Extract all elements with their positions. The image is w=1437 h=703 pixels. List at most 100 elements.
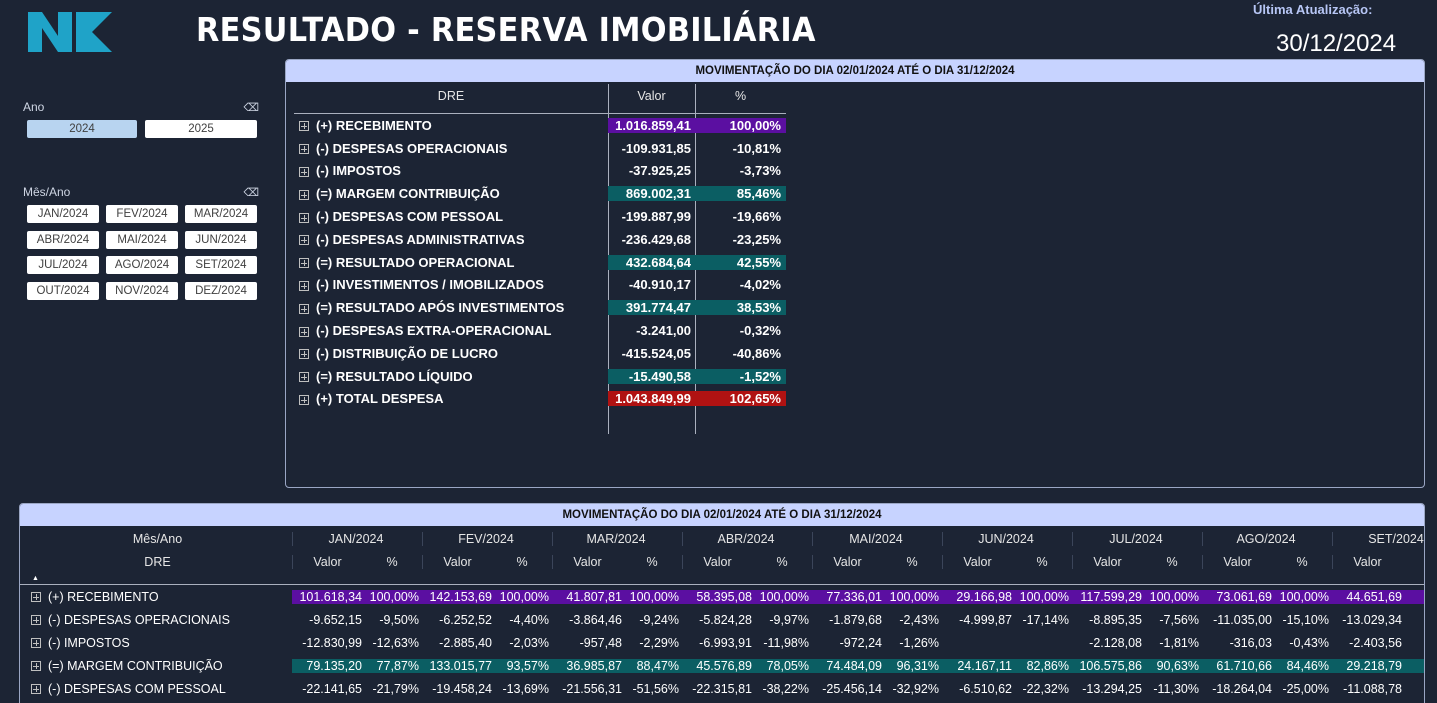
expand-icon[interactable] <box>299 121 309 132</box>
row-label[interactable]: (+) RECEBIMENTO <box>294 118 608 133</box>
header-pct[interactable]: % <box>1166 554 1178 569</box>
row-label[interactable]: (-) DESPESAS ADMINISTRATIVAS <box>294 232 608 247</box>
header-valor[interactable]: Valor <box>552 554 625 569</box>
header-month[interactable]: JUN/2024 <box>942 531 1072 546</box>
header-month[interactable]: MAI/2024 <box>812 531 942 546</box>
expand-icon[interactable] <box>299 258 309 269</box>
row-label[interactable]: (+) TOTAL DESPESA <box>294 391 608 406</box>
table-row: (=) RESULTADO OPERACIONAL 432.684,64 42,55… <box>294 251 786 274</box>
row-pct: -19,66% <box>732 209 781 225</box>
expand-icon[interactable] <box>31 661 41 672</box>
month-option-dez-2024[interactable]: DEZ/2024 <box>185 281 257 300</box>
header-mes-ano[interactable]: Mês/Ano <box>132 531 183 546</box>
expand-icon[interactable] <box>299 281 309 292</box>
row-label[interactable]: (=) RESULTADO LÍQUIDO <box>294 369 608 384</box>
header-valor[interactable]: Valor <box>1072 554 1145 569</box>
month-option-out-2024[interactable]: OUT/2024 <box>27 281 99 300</box>
expand-icon[interactable] <box>299 395 309 406</box>
expand-icon[interactable] <box>299 189 309 200</box>
header-pct[interactable]: % <box>516 554 528 569</box>
month-option-fev-2024[interactable]: FEV/2024 <box>106 205 178 223</box>
cell-valor: 106.575,86 <box>1072 658 1145 673</box>
year-option-2024[interactable]: 2024 <box>27 120 137 138</box>
row-label[interactable]: (-) IMPOSTOS <box>20 636 292 650</box>
header-valor[interactable]: Valor <box>422 554 495 569</box>
month-option-jul-2024[interactable]: JUL/2024 <box>27 256 99 274</box>
header-pct[interactable]: % <box>1036 554 1048 569</box>
expand-icon[interactable] <box>31 638 41 649</box>
month-option-ago-2024[interactable]: AGO/2024 <box>106 256 178 274</box>
header-dre[interactable]: DRE <box>437 89 465 103</box>
expand-icon[interactable] <box>299 144 309 155</box>
expand-icon[interactable] <box>299 235 309 246</box>
header-pct[interactable]: % <box>1296 554 1308 569</box>
expand-icon[interactable] <box>299 167 309 178</box>
header-month[interactable]: JAN/2024 <box>292 531 422 546</box>
cell-pct: -11,98% <box>763 635 809 650</box>
month-option-jan-2024[interactable]: JAN/2024 <box>27 205 99 223</box>
table-row: (-) DESPESAS EXTRA-OPERACIONAL -3.241,00 -… <box>294 319 786 342</box>
header-valor[interactable]: Valor <box>292 554 365 569</box>
row-label[interactable]: (=) RESULTADO APÓS INVESTIMENTOS <box>294 300 608 315</box>
month-option-nov-2024[interactable]: NOV/2024 <box>106 281 178 300</box>
header-valor[interactable]: Valor <box>942 554 1015 569</box>
header-pct[interactable]: % <box>906 554 918 569</box>
cell-pct: -2,29% <box>639 635 679 650</box>
table-row: (=) RESULTADO APÓS INVESTIMENTOS 391.774,… <box>294 296 786 319</box>
row-valor: 391.774,47 <box>608 300 695 316</box>
month-option-abr-2024[interactable]: ABR/2024 <box>27 230 99 249</box>
header-valor[interactable]: Valor <box>637 89 666 103</box>
header-month[interactable]: AGO/2024 <box>1202 531 1332 546</box>
row-pct: 42,55% <box>695 254 786 270</box>
year-option-2025[interactable]: 2025 <box>145 120 257 138</box>
row-label[interactable]: (-) DESPESAS COM PESSOAL <box>20 682 292 696</box>
month-option-set-2024[interactable]: SET/2024 <box>185 256 257 274</box>
header-pct[interactable]: % <box>776 554 788 569</box>
expand-icon[interactable] <box>31 592 41 603</box>
cell-pct: -9,97% <box>769 612 809 627</box>
row-label[interactable]: (-) DESPESAS EXTRA-OPERACIONAL <box>294 323 608 338</box>
header-valor[interactable]: Valor <box>812 554 885 569</box>
expand-icon[interactable] <box>31 615 41 626</box>
eraser-icon[interactable]: ⌫ <box>243 101 259 114</box>
expand-icon[interactable] <box>299 372 309 383</box>
header-month[interactable]: FEV/2024 <box>422 531 552 546</box>
header-pct[interactable]: % <box>646 554 658 569</box>
month-option-jun-2024[interactable]: JUN/2024 <box>185 230 257 249</box>
row-label[interactable]: (+) RECEBIMENTO <box>20 590 292 604</box>
sort-ascending-icon[interactable]: ▲ <box>32 575 39 582</box>
row-label[interactable]: (-) INVESTIMENTOS / IMOBILIZADOS <box>294 277 608 292</box>
expand-icon[interactable] <box>299 326 309 337</box>
row-label[interactable]: (-) DISTRIBUIÇÃO DE LUCRO <box>294 346 608 361</box>
table-row: (-) DESPESAS OPERACIONAIS -9.652,15 -9,50%… <box>20 608 1424 631</box>
header-valor[interactable]: Valor <box>682 554 755 569</box>
header-pct[interactable]: % <box>1405 555 1424 569</box>
header-valor[interactable]: Valor <box>1202 554 1275 569</box>
cell-valor: -19.458,24 <box>432 681 492 696</box>
header-month[interactable]: JUL/2024 <box>1072 531 1202 546</box>
last-update-label: Última Atualização: <box>1253 2 1373 17</box>
eraser-icon[interactable]: ⌫ <box>243 186 259 199</box>
row-label[interactable]: (=) MARGEM CONTRIBUIÇÃO <box>20 659 292 673</box>
header-valor[interactable]: Valor <box>1332 554 1405 569</box>
header-month[interactable]: SET/2024 <box>1332 531 1424 546</box>
cell-valor: -3.864,46 <box>569 612 622 627</box>
cell-valor: 77.336,01 <box>812 589 885 604</box>
header-month[interactable]: ABR/2024 <box>682 531 812 546</box>
month-option-mar-2024[interactable]: MAR/2024 <box>185 205 257 223</box>
month-option-mai-2024[interactable]: MAI/2024 <box>106 230 178 249</box>
header-dre[interactable]: DRE <box>144 554 171 569</box>
expand-icon[interactable] <box>299 212 309 223</box>
row-label[interactable]: (=) MARGEM CONTRIBUIÇÃO <box>294 186 608 201</box>
row-label[interactable]: (-) DESPESAS COM PESSOAL <box>294 209 608 224</box>
header-pct[interactable]: % <box>386 554 398 569</box>
row-label[interactable]: (-) DESPESAS OPERACIONAIS <box>20 613 292 627</box>
header-pct[interactable]: % <box>734 89 747 103</box>
row-label[interactable]: (-) IMPOSTOS <box>294 163 608 178</box>
expand-icon[interactable] <box>31 684 41 695</box>
row-label[interactable]: (-) DESPESAS OPERACIONAIS <box>294 141 608 156</box>
row-label[interactable]: (=) RESULTADO OPERACIONAL <box>294 255 608 270</box>
header-month[interactable]: MAR/2024 <box>552 531 682 546</box>
expand-icon[interactable] <box>299 349 309 360</box>
expand-icon[interactable] <box>299 303 309 314</box>
